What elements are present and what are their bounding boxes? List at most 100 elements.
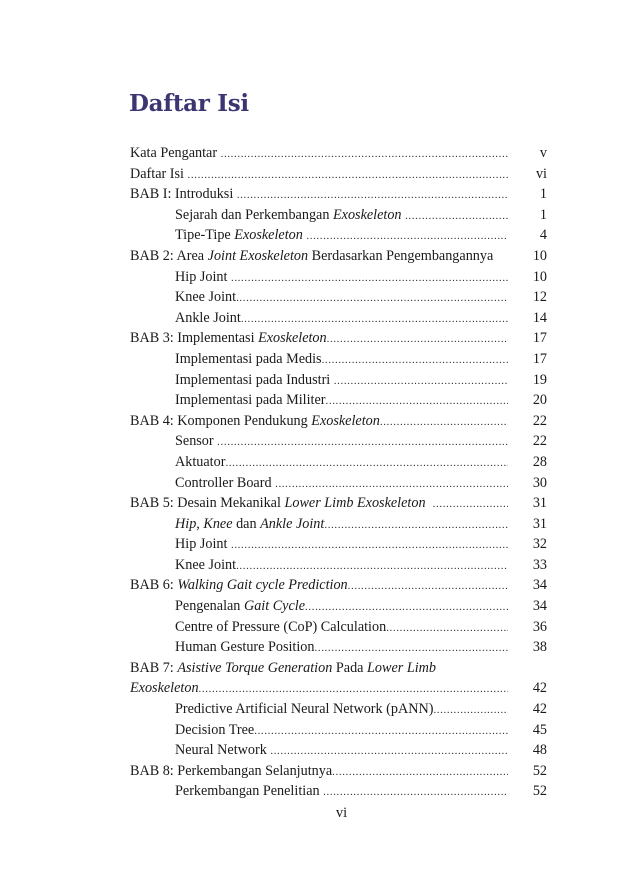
toc-subentry[interactable]: Knee Joint 33: [130, 555, 547, 576]
toc-entry-title: Implementasi pada Industri: [130, 370, 508, 392]
toc-page-number: 28: [532, 453, 547, 470]
toc-subentry[interactable]: Hip, Knee dan Ankle Joint 31: [130, 514, 547, 535]
dot-leader: [405, 206, 508, 227]
dot-leader: [323, 782, 508, 803]
toc-subentry[interactable]: Neural Network 48: [130, 740, 547, 761]
toc-subentry[interactable]: Hip Joint 10: [130, 267, 547, 288]
toc-subentry[interactable]: Knee Joint 12: [130, 287, 547, 308]
italic-term: Lower Limb: [367, 659, 436, 676]
toc-subentry[interactable]: Controller Board 30: [130, 473, 547, 494]
toc-page-number: 10: [532, 268, 547, 285]
title-segment: Hip Joint: [175, 536, 231, 553]
toc-entry-label: Daftar Isi: [130, 164, 188, 185]
toc-entry[interactable]: BAB 7: Asistive Torque Generation Pada L…: [130, 658, 547, 679]
toc-entry-label: Controller Board: [175, 473, 275, 494]
title-segment: Human Gesture Position: [175, 639, 315, 656]
italic-term: Lower Limb Exoskeleton: [284, 495, 426, 512]
title-segment: ,: [196, 515, 204, 532]
toc-entry-title: BAB I: Introduksi: [130, 184, 508, 206]
toc-entry-label: Hip Joint: [175, 534, 231, 555]
title-segment: Predictive Artificial Neural Network (pA…: [175, 701, 434, 718]
toc-page-number: 14: [532, 309, 547, 326]
toc-subentry[interactable]: Centre of Pressure (CoP) Calculation 36: [130, 617, 547, 638]
toc-entry[interactable]: Daftar Isi vi: [130, 164, 547, 185]
toc-page-number: 22: [532, 433, 547, 450]
toc-page-number: v: [539, 145, 547, 161]
italic-term: Joint Exoskeleton: [207, 247, 309, 264]
toc-entry[interactable]: BAB 4: Komponen Pendukung Exoskeleton 22: [130, 411, 547, 432]
toc-subentry[interactable]: Implementasi pada Industri 19: [130, 370, 547, 391]
toc-page-number: 17: [532, 330, 547, 347]
toc-subentry[interactable]: Human Gesture Position 38: [130, 637, 547, 658]
toc-entry-label: Aktuator: [175, 452, 225, 473]
toc-entry[interactable]: BAB I: Introduksi 1: [130, 184, 547, 205]
italic-term: Walking Gait cycle Prediction: [177, 577, 348, 594]
toc-entry-label: Pengenalan Gait Cycle: [175, 596, 305, 617]
toc-entry-title: Sensor: [130, 431, 508, 453]
dot-leader: [380, 412, 508, 433]
dot-leader: [332, 762, 508, 783]
toc-subentry[interactable]: Perkembangan Penelitian 52: [130, 781, 547, 802]
toc-entry[interactable]: Exoskeleton 42: [130, 678, 547, 699]
title-segment: Pengenalan: [175, 598, 244, 615]
toc-page-number: 12: [532, 289, 547, 306]
page-number: vi: [335, 805, 348, 821]
italic-term: Knee: [203, 515, 233, 532]
italic-term: Exoskeleton: [311, 412, 380, 429]
toc-entry-title: BAB 4: Komponen Pendukung Exoskeleton: [130, 411, 508, 433]
toc-entry[interactable]: BAB 6: Walking Gait cycle Prediction 34: [130, 575, 547, 596]
title-segment: BAB 4: Komponen Pendukung: [130, 412, 312, 429]
toc-subentry[interactable]: Implementasi pada Medis 17: [130, 349, 547, 370]
title-segment: BAB 7:: [130, 659, 178, 676]
title-segment: Ankle Joint: [175, 309, 241, 326]
title-segment: BAB 6:: [130, 577, 178, 594]
dot-leader: [188, 165, 508, 186]
title-segment: dan: [232, 515, 261, 532]
toc-subentry[interactable]: Tipe-Tipe Exoskeleton 4: [130, 225, 547, 246]
toc-entry[interactable]: BAB 2: Area Joint Exoskeleton Berdasarka…: [130, 246, 547, 267]
title-segment: Tipe-Tipe: [175, 227, 235, 244]
toc-subentry[interactable]: Sejarah dan Perkembangan Exoskeleton 1: [130, 205, 547, 226]
toc-page-number: 48: [532, 742, 547, 759]
dot-leader: [324, 515, 508, 536]
toc-subentry[interactable]: Ankle Joint 14: [130, 308, 547, 329]
toc-entry-title: Hip Joint: [130, 534, 508, 556]
toc-subentry[interactable]: Hip Joint 32: [130, 534, 547, 555]
toc-entry-title: BAB 7: Asistive Torque Generation Pada L…: [130, 658, 508, 679]
toc-subentry[interactable]: Predictive Artificial Neural Network (pA…: [130, 699, 547, 720]
italic-term: Ankle Joint: [260, 515, 325, 532]
dot-leader: [334, 371, 508, 392]
toc-entry-title: BAB 8: Perkembangan Selanjutnya: [130, 761, 508, 783]
toc-subentry[interactable]: Implementasi pada Militer 20: [130, 390, 547, 411]
title-segment: BAB 5: Desain Mekanikal: [130, 495, 285, 512]
toc-entry-label: Sejarah dan Perkembangan Exoskeleton: [175, 205, 405, 226]
title-segment: BAB I: Introduksi: [130, 186, 237, 203]
toc-entry-title: Neural Network: [130, 740, 508, 762]
toc-entry-label: BAB 6: Walking Gait cycle Prediction: [130, 575, 348, 596]
dot-leader: [254, 721, 508, 742]
toc-subentry[interactable]: Pengenalan Gait Cycle 34: [130, 596, 547, 617]
toc-entry-label: Centre of Pressure (CoP) Calculation: [175, 617, 386, 638]
dot-leader: [306, 226, 508, 247]
toc-entry-title: BAB 5: Desain Mekanikal Lower Limb Exosk…: [130, 493, 508, 515]
toc-subentry[interactable]: Aktuator 28: [130, 452, 547, 473]
title-segment: Implementasi pada Militer: [175, 392, 326, 409]
toc-entry-title: Centre of Pressure (CoP) Calculation: [130, 617, 508, 639]
toc-entry-label: Knee Joint: [175, 555, 236, 576]
toc-entry[interactable]: Kata Pengantar v: [130, 143, 547, 164]
toc-subentry[interactable]: Decision Tree 45: [130, 720, 547, 741]
title-segment: BAB 3: Implementasi: [130, 330, 259, 347]
toc-subentry[interactable]: Sensor 22: [130, 431, 547, 452]
toc-page-number: 32: [532, 536, 547, 553]
toc-entry[interactable]: BAB 8: Perkembangan Selanjutnya 52: [130, 761, 547, 782]
toc-entry-title: Aktuator: [130, 452, 508, 474]
toc-entry[interactable]: BAB 3: Implementasi Exoskeleton 17: [130, 328, 547, 349]
title-segment: Controller Board: [175, 474, 276, 491]
toc-entry[interactable]: BAB 5: Desain Mekanikal Lower Limb Exosk…: [130, 493, 547, 514]
dot-leader: [225, 453, 508, 474]
toc-page-number: 52: [532, 783, 547, 800]
toc-entry-label: Knee Joint: [175, 287, 236, 308]
dot-leader: [236, 556, 508, 577]
dot-leader: [305, 597, 508, 618]
title-segment: Neural Network: [175, 742, 271, 759]
